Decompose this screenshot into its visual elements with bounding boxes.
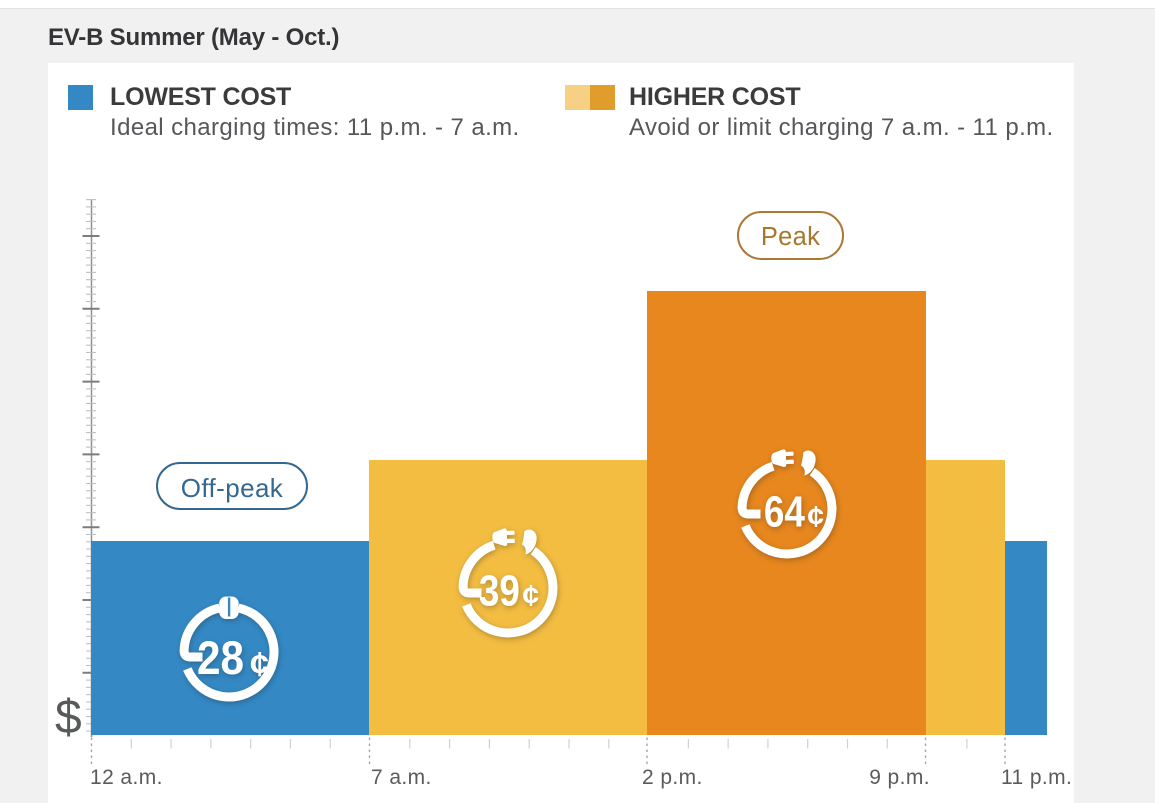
svg-text:64¢: 64¢ <box>764 488 824 537</box>
svg-text:39¢: 39¢ <box>479 567 539 616</box>
svg-text:28¢: 28 ¢ <box>197 631 269 684</box>
